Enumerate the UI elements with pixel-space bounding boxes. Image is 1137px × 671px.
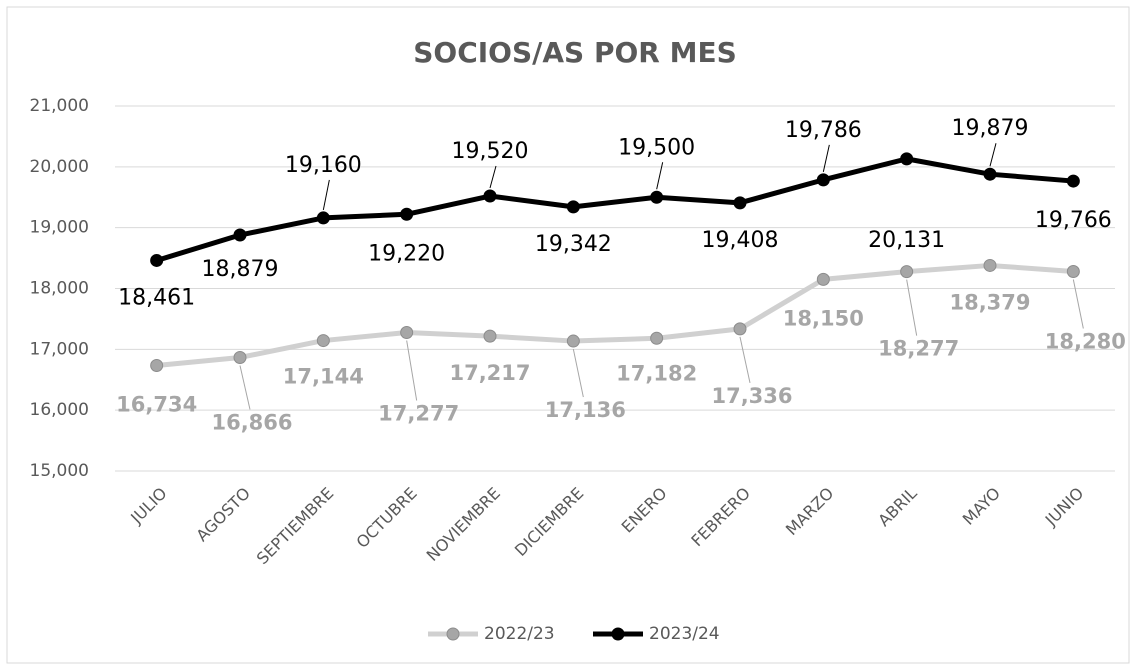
data-label: 19,500 xyxy=(618,135,695,160)
data-label: 17,217 xyxy=(449,361,530,385)
data-label: 16,866 xyxy=(211,410,292,434)
leader-line xyxy=(656,162,664,190)
leader-line xyxy=(406,340,418,401)
data-label: 18,379 xyxy=(949,290,1030,314)
legend-label: 2022/23 xyxy=(484,624,555,644)
leader-line xyxy=(906,279,918,336)
data-point xyxy=(566,200,580,214)
data-label: 17,182 xyxy=(616,361,697,385)
y-tick-label: 16,000 xyxy=(30,400,89,420)
data-point xyxy=(483,189,497,203)
legend-label: 2023/24 xyxy=(649,624,720,644)
data-point xyxy=(900,152,914,166)
leader-line xyxy=(239,365,251,410)
data-point xyxy=(900,265,914,279)
data-point xyxy=(816,173,830,187)
data-point xyxy=(233,228,247,242)
data-label: 19,879 xyxy=(952,116,1029,141)
leader-line xyxy=(989,143,997,167)
data-label: 18,879 xyxy=(202,257,279,282)
data-label: 18,277 xyxy=(878,337,959,361)
legend-marker xyxy=(611,627,625,641)
y-tick-label: 20,000 xyxy=(30,157,89,177)
leader-line xyxy=(739,336,751,383)
data-label: 17,336 xyxy=(711,384,792,408)
leader-line xyxy=(1072,279,1084,329)
y-tick-label: 18,000 xyxy=(30,279,89,299)
data-point xyxy=(983,167,997,181)
data-point xyxy=(316,334,330,348)
series-line xyxy=(155,156,1074,263)
data-point xyxy=(650,190,664,204)
data-label: 19,220 xyxy=(368,241,445,266)
leader-line xyxy=(489,165,497,189)
data-label: 17,136 xyxy=(545,398,626,422)
legend-marker xyxy=(446,627,460,641)
y-tick-label: 17,000 xyxy=(30,339,89,359)
leader-line xyxy=(572,348,584,398)
data-label: 17,277 xyxy=(378,401,459,425)
data-label: 19,766 xyxy=(1035,208,1112,233)
data-point xyxy=(733,322,747,336)
data-label: 18,280 xyxy=(1045,329,1126,353)
data-point xyxy=(483,329,497,343)
y-tick-label: 15,000 xyxy=(30,461,89,481)
data-point xyxy=(1066,264,1080,278)
data-point xyxy=(983,258,997,272)
data-label: 19,520 xyxy=(452,139,529,164)
data-label: 19,342 xyxy=(535,232,612,257)
data-point xyxy=(150,253,164,267)
data-point xyxy=(400,325,414,339)
series-line xyxy=(156,262,1074,369)
chart-frame xyxy=(6,6,1130,664)
data-label: 19,408 xyxy=(702,228,779,253)
data-point xyxy=(316,211,330,225)
data-label: 19,160 xyxy=(285,153,362,178)
data-point xyxy=(150,359,164,373)
chart-title: SOCIOS/AS POR MES xyxy=(413,36,737,69)
y-tick-label: 19,000 xyxy=(30,218,89,238)
data-label: 18,150 xyxy=(783,306,864,330)
data-point xyxy=(816,272,830,286)
data-label: 18,461 xyxy=(118,285,195,310)
y-tick-label: 21,000 xyxy=(30,96,89,116)
leader-line xyxy=(322,179,330,211)
data-point xyxy=(400,207,414,221)
data-point xyxy=(233,350,247,364)
data-point xyxy=(1066,174,1080,188)
data-point xyxy=(566,334,580,348)
data-label: 16,734 xyxy=(116,393,197,417)
data-label: 20,131 xyxy=(868,228,945,253)
leader-line xyxy=(822,144,830,172)
data-label: 19,786 xyxy=(785,118,862,143)
data-point xyxy=(733,196,747,210)
data-point xyxy=(650,331,664,345)
data-label: 17,144 xyxy=(283,365,364,389)
